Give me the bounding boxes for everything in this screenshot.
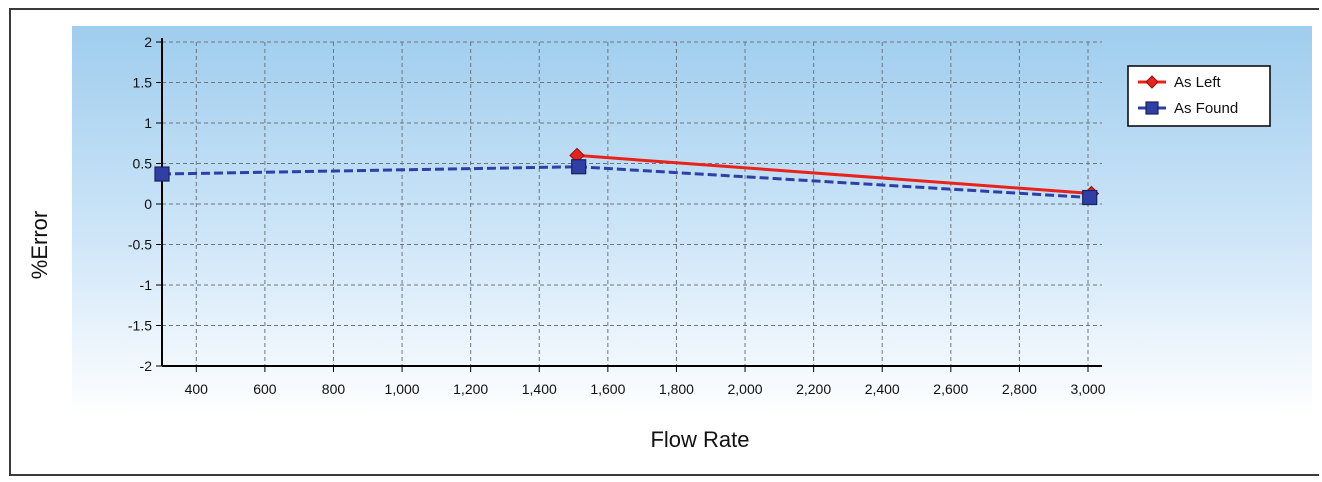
y-tick-label: -1: [140, 277, 153, 293]
chart-background: [72, 26, 1312, 416]
axes: 2 1.5 1 0.5 0 -0.5 -1 -1.5 -2 400 600 800 1,000 1,200…: [128, 34, 1106, 397]
y-tick-label: 2: [144, 34, 152, 50]
legend: As Left As Found: [1127, 65, 1271, 127]
y-axis-title: %Error: [27, 211, 52, 279]
series-layer: [154, 147, 1100, 206]
x-tick-label: 1,800: [659, 381, 694, 397]
legend-swatch-marker: [1145, 75, 1159, 89]
x-tick-label: 2,400: [865, 381, 900, 397]
x-axis-title: Flow Rate: [650, 427, 749, 452]
legend-label: As Found: [1174, 100, 1238, 117]
grid: [162, 41, 1102, 366]
x-tick-label: 600: [253, 381, 277, 397]
x-tick-label: 1,200: [453, 381, 488, 397]
x-tick-label: 2,000: [728, 381, 763, 397]
x-tick-label: 1,400: [522, 381, 557, 397]
y-tick-label: -1.5: [128, 318, 152, 334]
y-tick-label: -2: [140, 358, 153, 374]
x-tick-label: 1,000: [385, 381, 420, 397]
y-tick-label: 1: [144, 115, 152, 131]
data-point: [154, 166, 170, 182]
y-tick-label: 0: [144, 196, 152, 212]
data-point: [571, 159, 587, 175]
x-tick-label: 2,800: [1002, 381, 1037, 397]
x-tick-label: 3,000: [1070, 381, 1105, 397]
x-tick-label: 2,600: [933, 381, 968, 397]
legend-label: As Left: [1174, 74, 1222, 91]
x-tick-label: 400: [185, 381, 209, 397]
x-tick-label: 1,600: [590, 381, 625, 397]
y-tick-label: 1.5: [133, 75, 153, 91]
data-point: [1082, 189, 1098, 206]
x-tick-label: 800: [322, 381, 346, 397]
x-tick-label: 2,200: [796, 381, 831, 397]
y-tick-label: -0.5: [128, 237, 152, 253]
legend-swatch-marker: [1145, 101, 1159, 115]
y-tick-label: 0.5: [133, 156, 153, 172]
series-line: [576, 153, 1092, 195]
